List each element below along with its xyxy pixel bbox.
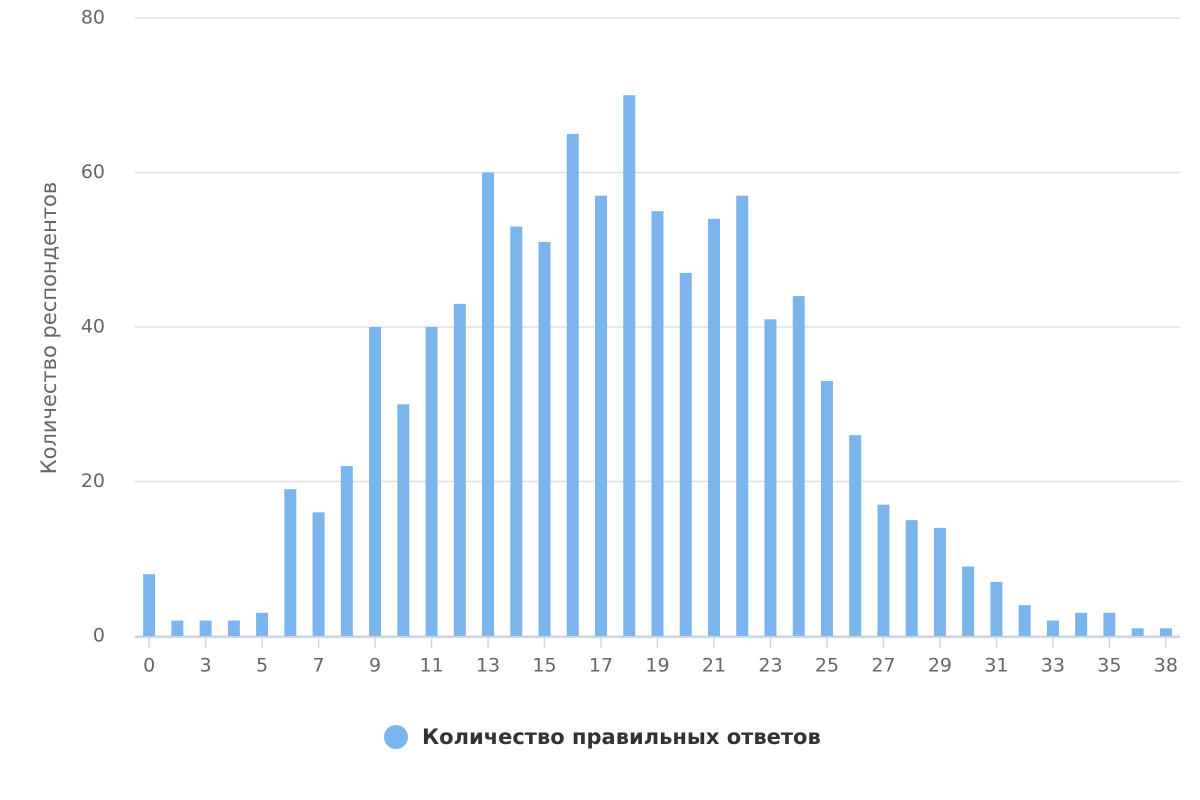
- bar: [397, 404, 410, 636]
- x-tick-label: 29: [928, 655, 952, 677]
- y-tick-label: 60: [81, 161, 105, 183]
- x-tick-label: 17: [589, 655, 613, 677]
- bar: [1046, 620, 1059, 636]
- bar: [595, 195, 608, 637]
- bar: [143, 574, 156, 636]
- y-axis-title: Количество респондентов: [37, 182, 61, 475]
- x-tick-label: 3: [200, 655, 212, 677]
- bar: [764, 319, 777, 636]
- x-tick-label: 13: [476, 655, 500, 677]
- x-tick-label: 21: [702, 655, 726, 677]
- bar: [792, 296, 805, 636]
- bar: [171, 620, 184, 636]
- x-tick-label: 23: [758, 655, 782, 677]
- bar: [482, 172, 495, 636]
- bar: [679, 272, 692, 636]
- bar: [1159, 628, 1172, 636]
- bar: [990, 581, 1003, 636]
- x-tick-label: 33: [1041, 655, 1065, 677]
- bar: [284, 489, 297, 636]
- bar: [736, 195, 749, 637]
- x-tick-label: 38: [1154, 655, 1178, 677]
- bar: [340, 466, 353, 636]
- bar: [1103, 612, 1116, 636]
- x-tick-label: 9: [369, 655, 381, 677]
- bar: [369, 327, 382, 636]
- bar: [651, 211, 664, 636]
- y-tick-label: 40: [81, 316, 105, 338]
- bar: [510, 226, 523, 636]
- x-tick-label: 31: [984, 655, 1008, 677]
- bar: [820, 381, 833, 636]
- bar: [849, 435, 862, 636]
- x-tick-label: 5: [256, 655, 268, 677]
- x-tick-label: 15: [532, 655, 556, 677]
- bar: [905, 520, 918, 636]
- bar: [425, 327, 438, 636]
- bar: [962, 566, 975, 636]
- bar: [256, 612, 269, 636]
- y-tick-label: 0: [93, 625, 105, 647]
- bar: [933, 527, 946, 636]
- bar: [707, 218, 720, 636]
- bar: [199, 620, 212, 636]
- x-tick-label: 19: [645, 655, 669, 677]
- bar: [1018, 605, 1031, 636]
- y-tick-label: 20: [81, 470, 105, 492]
- y-tick-label: 80: [81, 7, 105, 29]
- bar: [1131, 628, 1144, 636]
- bar: [453, 303, 466, 636]
- x-tick-label: 11: [419, 655, 443, 677]
- legend-marker: [384, 725, 408, 749]
- bar: [566, 133, 579, 636]
- bar: [877, 504, 890, 636]
- bar: [538, 242, 551, 636]
- bar: [227, 620, 240, 636]
- x-tick-label: 7: [313, 655, 325, 677]
- x-tick-label: 25: [815, 655, 839, 677]
- legend-label: Количество правильных ответов: [422, 725, 821, 749]
- x-tick-label: 27: [871, 655, 895, 677]
- bar: [1075, 612, 1088, 636]
- bar: [623, 95, 636, 636]
- bar: [312, 512, 325, 636]
- x-tick-label: 35: [1097, 655, 1121, 677]
- x-tick-label: 0: [143, 655, 155, 677]
